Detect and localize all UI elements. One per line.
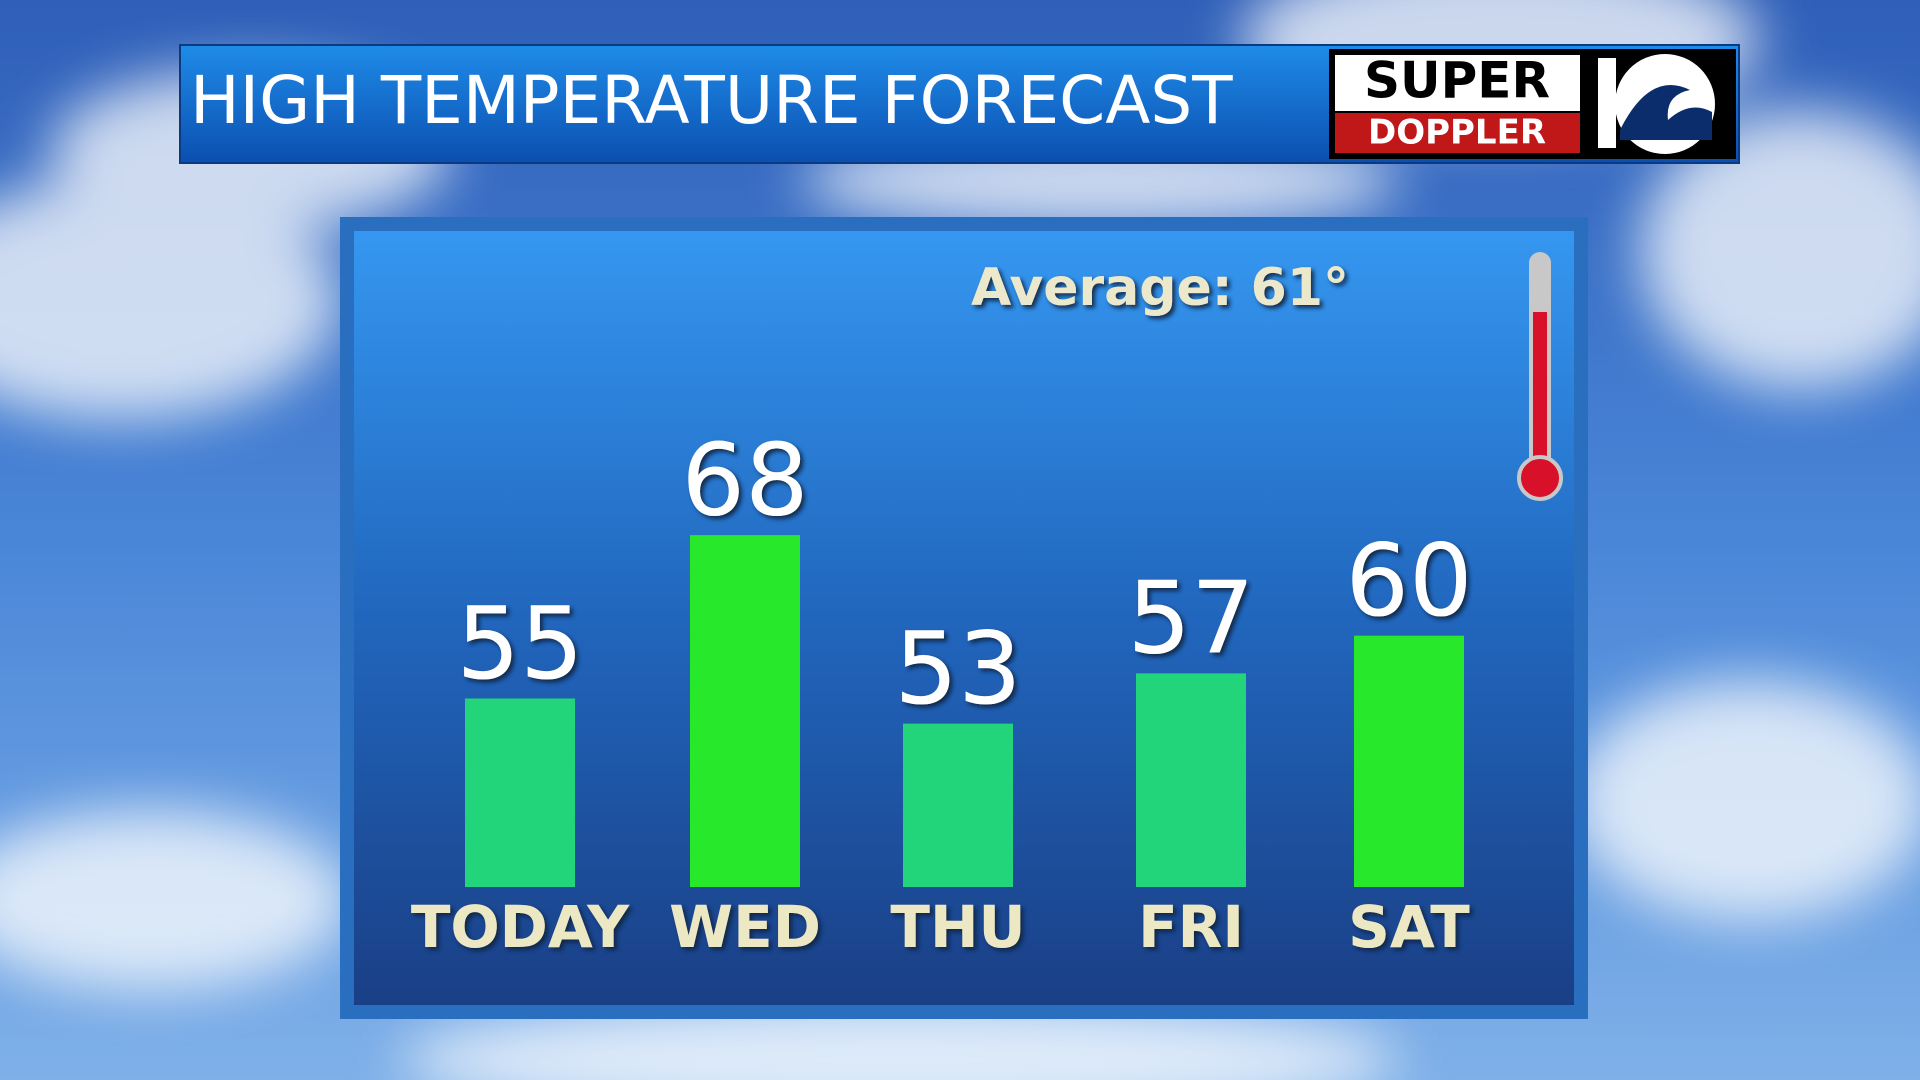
logo-top-box <box>1335 55 1580 111</box>
logo-wave <box>1620 85 1712 140</box>
thermometer-fill <box>1533 312 1547 478</box>
bar <box>1136 673 1246 887</box>
logo-one <box>1598 58 1616 148</box>
category-label: THU <box>890 893 1025 961</box>
logo-bottom-box <box>1335 113 1580 153</box>
category-label: SAT <box>1348 893 1470 961</box>
bar <box>465 698 575 887</box>
value-label: 57 <box>1127 560 1254 677</box>
thermometer-bulb <box>1517 455 1563 501</box>
logo-bottom: DOPPLER <box>1368 113 1546 153</box>
category-label: TODAY <box>411 893 630 961</box>
chart-title: HIGH TEMPERATURE FORECAST <box>190 62 1233 139</box>
bar <box>690 535 800 887</box>
thermometer <box>1517 252 1563 501</box>
value-label: 68 <box>681 421 808 538</box>
bar <box>1354 635 1464 887</box>
bar <box>903 723 1013 887</box>
logo-top: SUPER <box>1364 52 1550 110</box>
average-label: Average: 61° <box>971 258 1349 318</box>
category-label: WED <box>669 893 821 961</box>
value-label: 53 <box>894 610 1021 727</box>
logo: SUPER DOPPLER <box>1329 49 1736 159</box>
category-label: FRI <box>1138 893 1244 961</box>
value-label: 60 <box>1345 522 1472 639</box>
value-label: 55 <box>456 585 583 702</box>
